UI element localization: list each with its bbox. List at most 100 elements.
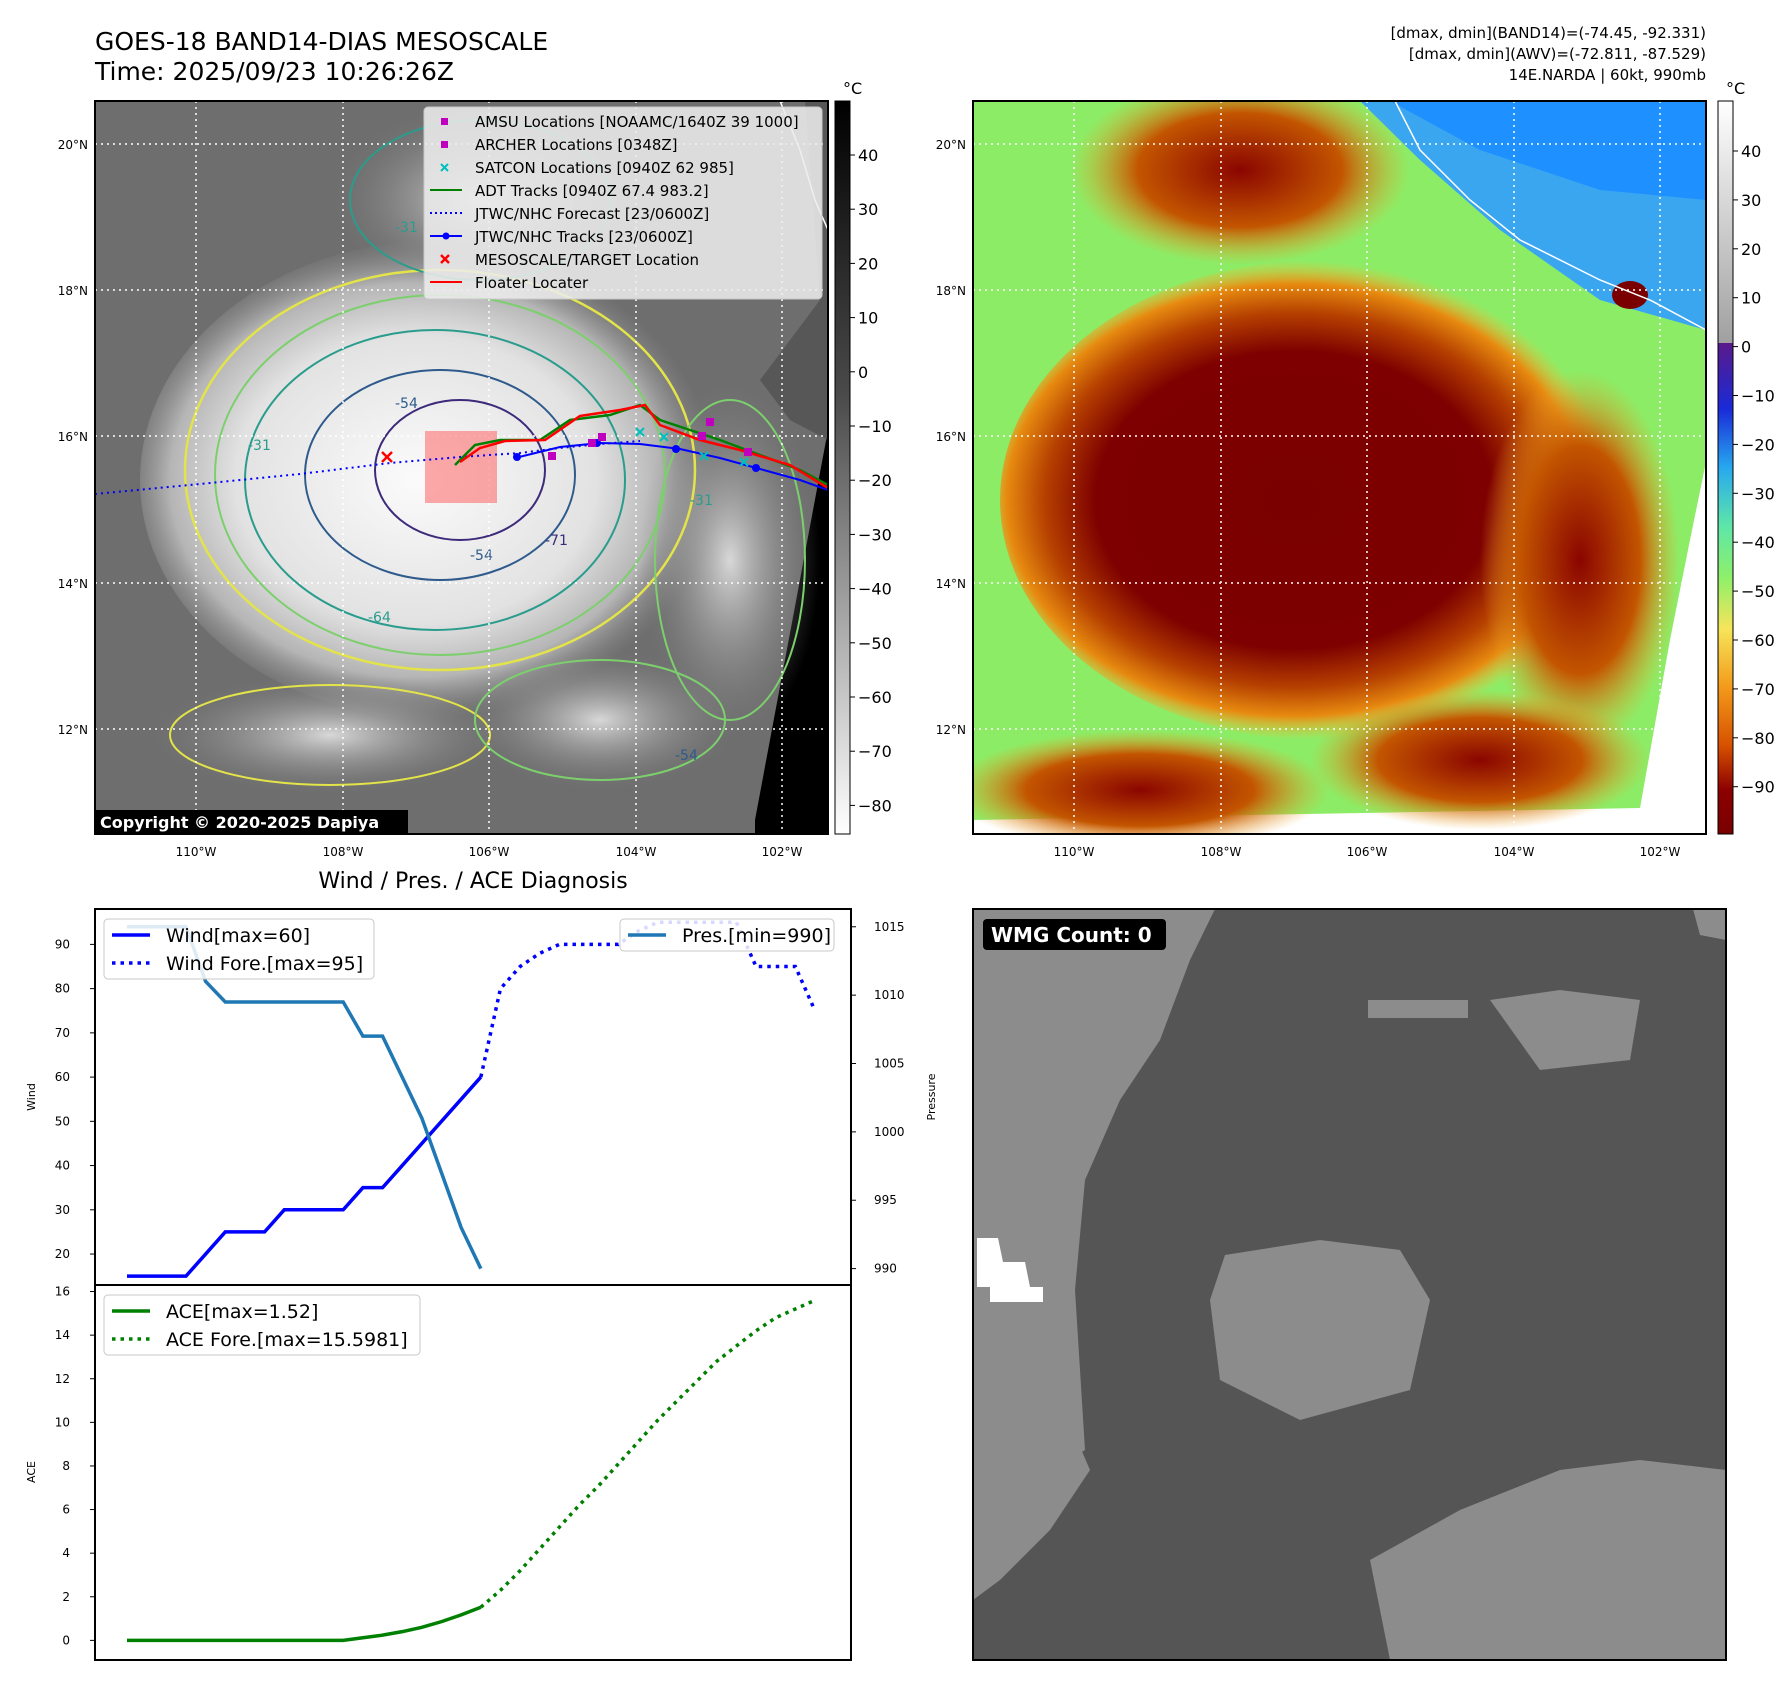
colorbar-tick-label: −20	[1741, 435, 1775, 454]
colorbar-tick-label: −30	[858, 525, 892, 544]
legend-ace: ACE[max=1.52]	[166, 1301, 318, 1323]
colorbar-tick-label: −10	[858, 417, 892, 436]
ace-axis-label: ACE	[25, 1461, 38, 1483]
axis-tick-label: 6	[62, 1503, 70, 1517]
ace-legend	[103, 1294, 421, 1356]
lon-label: 108°W	[1201, 845, 1242, 859]
legend-amsu: AMSU Locations [NOAAMC/1640Z 39 1000]	[475, 113, 799, 131]
colorbar-ir: °C 40 30 20 10 0 −10 −20 −30 −40 −50 −60 −70 −80	[834, 79, 892, 835]
wmg-panel: WMG Count: 0	[972, 908, 1727, 1661]
contour-ring	[374, 399, 546, 541]
axis-tick-label: 16	[55, 1285, 70, 1299]
wind-axis-label: Wind	[25, 1083, 38, 1111]
legend-tracks: JTWC/NHC Tracks [23/0600Z]	[474, 228, 693, 246]
series-line	[127, 1605, 482, 1643]
colorbar-tick-label: 30	[1741, 191, 1761, 210]
coastline	[1394, 101, 1706, 331]
axis-tick-label: 60	[55, 1070, 70, 1084]
contour-label: -31	[690, 493, 713, 509]
axis-tick-label: 1005	[874, 1057, 905, 1071]
colorbar-tick-label: −70	[1741, 680, 1775, 699]
axis-tick-label: 4	[62, 1546, 70, 1560]
axis-tick-label: 0	[62, 1633, 70, 1647]
lon-label: 104°W	[1494, 845, 1535, 859]
legend-satcon-marker	[440, 163, 449, 172]
lat-label: 14°N	[58, 577, 88, 591]
colorbar-unit: °C	[843, 79, 862, 98]
contour-label: -64	[368, 610, 391, 626]
series-line	[479, 920, 817, 1078]
ir-map-axis-labels: 20°N 18°N 16°N 14°N 12°N 110°W 108°W 106…	[58, 138, 803, 859]
colorbar-tick-label: −20	[858, 471, 892, 490]
info-storm: 14E.NARDA | 60kt, 990mb	[1509, 66, 1706, 84]
axis-tick-label: 8	[62, 1459, 70, 1473]
legend-forecast: JTWC/NHC Forecast [23/0600Z]	[474, 205, 709, 223]
contour-label: -31	[395, 220, 418, 236]
colorbar-tick-label: 30	[858, 200, 878, 219]
colorbar-tick-label: −50	[1741, 582, 1775, 601]
lon-label: 108°W	[323, 845, 364, 859]
contour-label: -54	[675, 748, 698, 764]
colorbar-tick-label: 20	[858, 254, 878, 273]
axis-tick-label: 1000	[874, 1125, 905, 1139]
contour-label: -31	[248, 438, 271, 454]
wmg-count: WMG Count: 0	[991, 923, 1152, 947]
lon-label: 102°W	[762, 845, 803, 859]
colorbar-tick-label: −10	[1741, 387, 1775, 406]
colorbar-tick-label: 40	[858, 146, 878, 165]
colorbar-tick-label: −70	[858, 742, 892, 761]
legend-ace-fore: ACE Fore.[max=15.5981]	[166, 1329, 408, 1351]
diagnosis-title: Wind / Pres. / ACE Diagnosis	[318, 869, 627, 894]
contour-ring	[474, 659, 726, 781]
colorbar-tick-label: −40	[1741, 533, 1775, 552]
color-ir-map-axis-labels: 20°N 18°N 16°N 14°N 12°N 110°W 108°W 106…	[936, 138, 1681, 859]
colorbar-tick-label: −50	[858, 634, 892, 653]
legend-archer-marker	[441, 141, 448, 148]
lon-label: 106°W	[469, 845, 510, 859]
ir-map-frame	[94, 100, 829, 835]
contour-label: -71	[545, 533, 568, 549]
axis-tick-label: 10	[55, 1415, 70, 1429]
axis-tick-label: 70	[55, 1026, 70, 1040]
legend-archer: ARCHER Locations [0348Z]	[475, 136, 678, 154]
colorbar-tick-label: 20	[1741, 240, 1761, 259]
colorbar-tick-label: −60	[858, 688, 892, 707]
contour-label: -54	[470, 548, 493, 564]
lat-label: 20°N	[58, 138, 88, 152]
map-legend: AMSU Locations [NOAAMC/1640Z 39 1000] AR…	[423, 106, 823, 300]
lon-label: 104°W	[616, 845, 657, 859]
lon-label: 110°W	[176, 845, 217, 859]
axis-tick-label: 12	[55, 1372, 70, 1386]
jtwc-forecast-track	[95, 440, 641, 495]
axis-tick-label: 1015	[874, 920, 905, 934]
axis-tick-label: 90	[55, 937, 70, 951]
colorbar-color-ir: °C 40 30 20 10 0 −10 −20 −30 −40 −50 −60 −70 −80 −90	[1717, 79, 1775, 835]
info-awv-range: [dmax, dmin](AWV)=(-72.811, -87.529)	[1409, 45, 1706, 63]
lon-label: 102°W	[1640, 845, 1681, 859]
lat-label: 20°N	[936, 138, 966, 152]
satcon-points	[635, 427, 749, 467]
lat-label: 16°N	[58, 430, 88, 444]
axis-tick-label: 20	[55, 1247, 70, 1261]
wmg-badge	[983, 919, 1166, 950]
lat-label: 16°N	[936, 430, 966, 444]
colorbar-tick-label: −80	[858, 796, 892, 815]
lat-label: 12°N	[58, 723, 88, 737]
copyright-text: Copyright © 2020-2025 Dapiya	[100, 813, 379, 832]
axis-tick-label: 14	[55, 1328, 70, 1342]
axis-tick-label: 2	[62, 1590, 70, 1604]
colorbar-tick-label: −30	[1741, 484, 1775, 503]
color-ir-map	[973, 101, 1706, 834]
colorbar-tick-label: 0	[1741, 338, 1751, 357]
axis-tick-label: 990	[874, 1262, 897, 1276]
amsu-archer-points	[548, 418, 752, 460]
colorbar-tick-label: −60	[1741, 631, 1775, 650]
contour-ring	[654, 399, 806, 721]
series-line	[479, 1298, 816, 1609]
legend-wind-fore: Wind Fore.[max=95]	[166, 953, 363, 975]
series-line	[127, 1075, 483, 1278]
wind-legend	[103, 918, 375, 980]
axis-tick-label: 1010	[874, 988, 905, 1002]
